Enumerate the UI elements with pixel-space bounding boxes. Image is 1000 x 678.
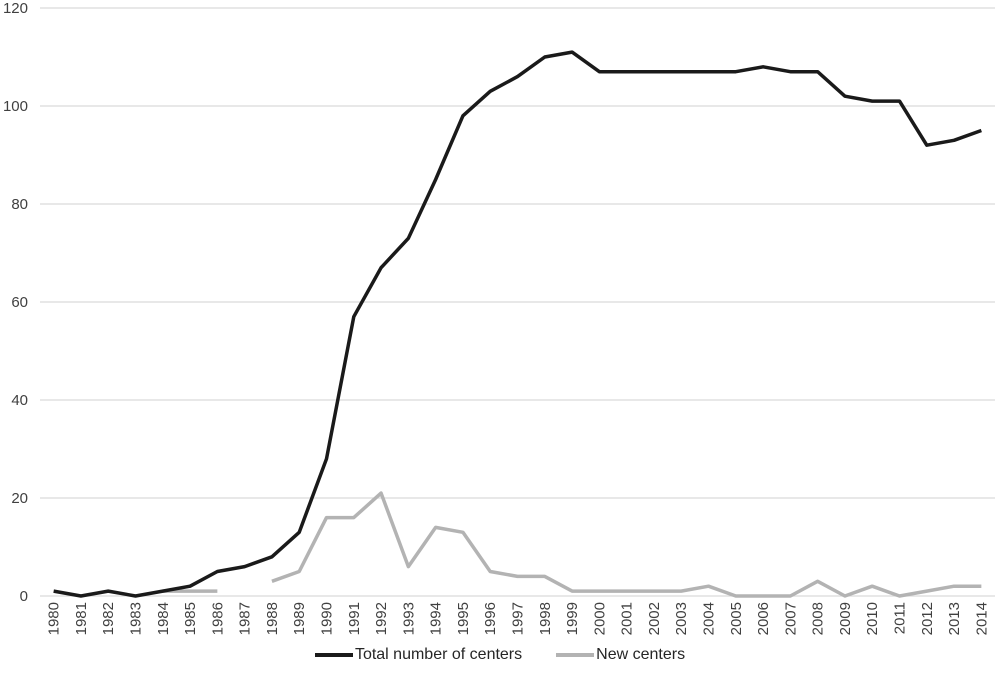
x-tick-label: 2000 <box>591 602 608 635</box>
x-tick-label: 1998 <box>537 602 554 635</box>
x-tick-label: 2005 <box>728 602 745 635</box>
x-tick-label: 1999 <box>564 602 581 635</box>
series-total-line <box>53 50 982 598</box>
legend-swatch-total <box>314 653 353 657</box>
x-tick-label: 2011 <box>892 602 909 634</box>
y-tick-label: 80 <box>11 196 28 213</box>
legend-item-total: Total number of centers <box>314 646 523 664</box>
legend-label-new: New centers <box>596 646 686 663</box>
y-axis-labels: 0 20 40 60 80 100 120 <box>3 0 28 605</box>
x-tick-label: 1995 <box>455 602 472 635</box>
x-tick-label: 1991 <box>346 602 363 635</box>
gridlines <box>40 7 995 597</box>
x-tick-label: 2012 <box>919 602 936 635</box>
x-tick-label: 2008 <box>810 602 827 635</box>
series-new-line <box>271 491 982 598</box>
y-tick-label: 120 <box>3 0 28 17</box>
x-tick-label: 1981 <box>73 602 90 635</box>
x-tick-label: 1996 <box>482 602 499 635</box>
x-tick-label: 2006 <box>755 602 772 635</box>
legend-label-total: Total number of centers <box>354 646 523 663</box>
x-tick-label: 1992 <box>373 602 390 635</box>
x-tick-label: 1994 <box>428 602 445 635</box>
x-tick-label: 2010 <box>864 602 881 635</box>
y-tick-label: 40 <box>11 392 28 409</box>
x-tick-label: 1993 <box>400 602 417 635</box>
x-tick-label: 1989 <box>291 602 308 635</box>
x-tick-label: 1990 <box>319 602 336 635</box>
x-tick-label: 1980 <box>46 602 63 635</box>
x-tick-label: 1982 <box>100 602 117 635</box>
x-tick-label: 1983 <box>128 602 145 635</box>
data-series <box>53 50 982 598</box>
x-tick-label: 2003 <box>673 602 690 635</box>
line-chart: 0 20 40 60 80 100 120 1980 1981 1982 1983 1984 1985… <box>3 0 995 635</box>
legend-swatch-new <box>556 653 595 657</box>
legend-item-new: New centers <box>556 646 685 664</box>
x-tick-label: 1988 <box>264 602 281 635</box>
y-tick-label: 20 <box>11 490 28 507</box>
y-tick-label: 0 <box>20 588 28 605</box>
x-tick-label: 2001 <box>619 602 636 635</box>
x-tick-label: 2009 <box>837 602 854 635</box>
y-tick-label: 100 <box>3 98 28 115</box>
x-tick-label: 1985 <box>182 602 199 635</box>
x-tick-label: 1997 <box>510 602 527 635</box>
x-tick-label: 2007 <box>782 602 799 635</box>
legend: Total number of centers New centers <box>0 646 1000 664</box>
x-tick-label: 1987 <box>237 602 254 635</box>
x-tick-label: 2004 <box>701 602 718 635</box>
x-tick-label: 2014 <box>973 602 990 635</box>
y-tick-label: 60 <box>11 294 28 311</box>
x-tick-label: 2013 <box>946 602 963 635</box>
x-tick-label: 2002 <box>646 602 663 635</box>
x-axis-labels: 1980 1981 1982 1983 1984 1985 1986 1987 1988 1989… <box>46 602 991 635</box>
x-tick-label: 1986 <box>209 602 226 635</box>
x-tick-label: 1984 <box>155 602 172 635</box>
